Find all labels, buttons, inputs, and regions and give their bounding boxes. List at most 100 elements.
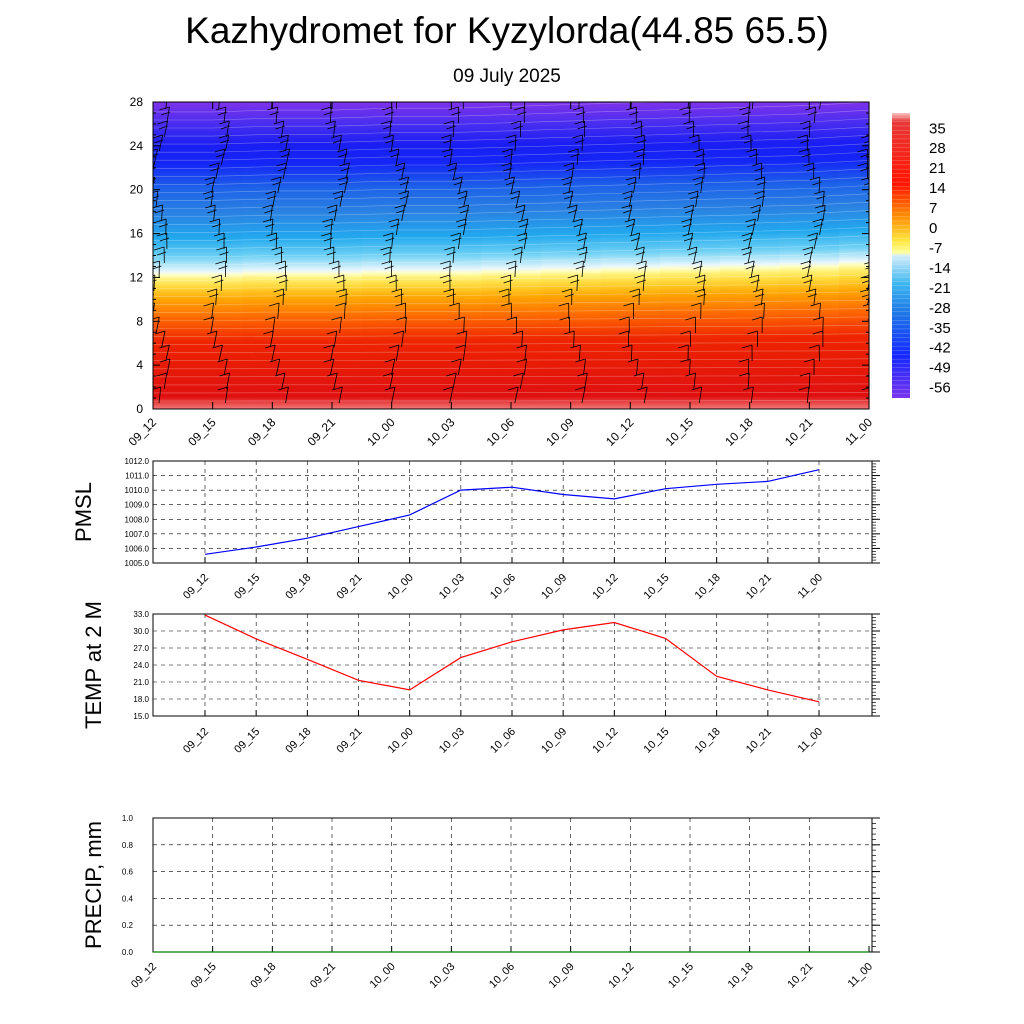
wind-barb-flag: [203, 302, 214, 307]
wind-barb-flag: [512, 246, 523, 251]
wind-barb-staff: [523, 232, 528, 250]
wind-barb-staff: [285, 148, 290, 166]
wind-barb-staff: [510, 176, 515, 194]
wind-barb-flag: [443, 153, 454, 158]
wind-barb-flag: [153, 279, 157, 282]
wind-barb-flag: [754, 302, 765, 307]
wind-barb-flag: [505, 181, 516, 186]
contour-line: [153, 126, 869, 145]
wind-barb-flag: [739, 106, 750, 111]
x-tick-label: 10_18: [722, 415, 756, 449]
wind-barb-staff: [750, 386, 754, 404]
contour-line: [153, 316, 869, 321]
x-tick-label: 11_00: [842, 415, 875, 448]
x-tick-label: 10_03: [424, 415, 458, 449]
wind-barb-flag: [803, 358, 815, 363]
wind-barb-staff: [343, 148, 348, 166]
wind-barb-staff: [695, 190, 699, 208]
x-tick-label: 10_12: [606, 961, 636, 991]
wind-barb-flag: [331, 265, 342, 270]
x-tick-label: 10_00: [386, 726, 416, 756]
wind-barb-flag: [215, 106, 227, 111]
wind-barb-flag: [625, 176, 637, 181]
wind-barb-flag: [220, 125, 231, 130]
wind-barb-flag: [153, 148, 158, 151]
wind-barb-flag: [218, 265, 228, 270]
wind-barb-flag: [380, 246, 391, 251]
wind-barb-flag: [386, 93, 396, 96]
x-tick-label: 10_18: [693, 572, 723, 602]
wind-barb-flag: [204, 195, 215, 200]
colorbar-label: -35: [929, 320, 951, 337]
wind-barb-staff: [703, 288, 706, 306]
wind-barb-flag: [383, 125, 393, 130]
wind-barb-flag: [633, 372, 645, 377]
wind-barb-flag: [264, 209, 274, 214]
y-tick-label: 0.2: [122, 921, 134, 930]
wind-barb-flag: [694, 274, 706, 279]
wind-barb-flag: [627, 181, 637, 186]
wind-barb-staff: [818, 176, 821, 194]
wind-barb-flag: [568, 209, 578, 214]
wind-barb-flag: [207, 209, 217, 214]
wind-barb-flag: [448, 106, 459, 111]
wind-barb-flag: [744, 260, 755, 265]
wind-barb-flag: [210, 93, 220, 96]
wind-barb-flag: [214, 148, 225, 153]
wind-barb-staff: [277, 176, 282, 194]
y-tick-label: 1005.0: [125, 559, 150, 568]
wind-barb-flag: [685, 316, 696, 321]
wind-barbs: [153, 93, 883, 404]
wind-barb-staff: [514, 260, 517, 278]
wind-barb-staff: [166, 358, 171, 376]
wind-barb-flag: [212, 98, 221, 101]
wind-barb-flag: [390, 153, 400, 158]
y-tick-label: 18.0: [133, 695, 149, 704]
wind-barb-flag: [204, 176, 215, 181]
y-tick-label: 0.4: [122, 894, 134, 903]
wind-barb-flag: [696, 279, 707, 284]
wind-barb-flag: [272, 181, 282, 186]
wind-barb-staff: [808, 246, 814, 264]
wind-barb-staff: [578, 218, 583, 236]
wind-barb-flag: [209, 162, 220, 167]
wind-barb-flag: [278, 279, 289, 284]
chart-subtitle: 09 July 2025: [453, 66, 561, 87]
wind-barb-flag: [157, 251, 167, 256]
wind-barb-flag: [509, 190, 520, 195]
wind-barb-flag: [452, 237, 462, 242]
wind-barb-flag: [573, 223, 583, 228]
wind-barb-flag: [815, 204, 826, 209]
wind-barb-flag: [801, 153, 812, 158]
wind-barb-flag: [338, 293, 349, 298]
wind-barb-flag: [324, 98, 333, 101]
wind-barb-flag: [160, 98, 169, 101]
wind-barb-staff: [881, 107, 883, 123]
wind-barb-staff: [578, 344, 581, 362]
wind-barb-flag: [270, 176, 282, 181]
wind-barb-flag: [274, 251, 284, 256]
colorbar-label: 21: [929, 160, 946, 177]
wind-barb-flag: [384, 265, 394, 270]
wind-barb-flag: [683, 204, 694, 209]
wind-barb-flag: [206, 288, 218, 293]
wind-barb-flag: [508, 139, 518, 144]
wind-barb-flag: [518, 98, 527, 101]
wind-barb-staff: [458, 232, 461, 250]
wind-barb-flag: [633, 148, 645, 153]
wind-barb-flag: [396, 209, 406, 214]
wind-barb-flag: [326, 204, 338, 209]
wind-barb-flag: [740, 125, 751, 130]
wind-barb-staff: [275, 358, 281, 376]
wind-barb-staff: [334, 204, 338, 222]
wind-barb-flag: [754, 190, 765, 195]
wind-barb-flag: [339, 162, 350, 167]
wind-barb-staff: [271, 102, 273, 110]
wind-barb-flag: [217, 386, 228, 391]
wind-barb-flag: [442, 386, 454, 391]
wind-barb-staff: [449, 134, 452, 152]
wind-barb-flag: [624, 98, 633, 101]
wind-barb-staff: [630, 102, 632, 110]
wind-barb-flag: [622, 209, 633, 214]
